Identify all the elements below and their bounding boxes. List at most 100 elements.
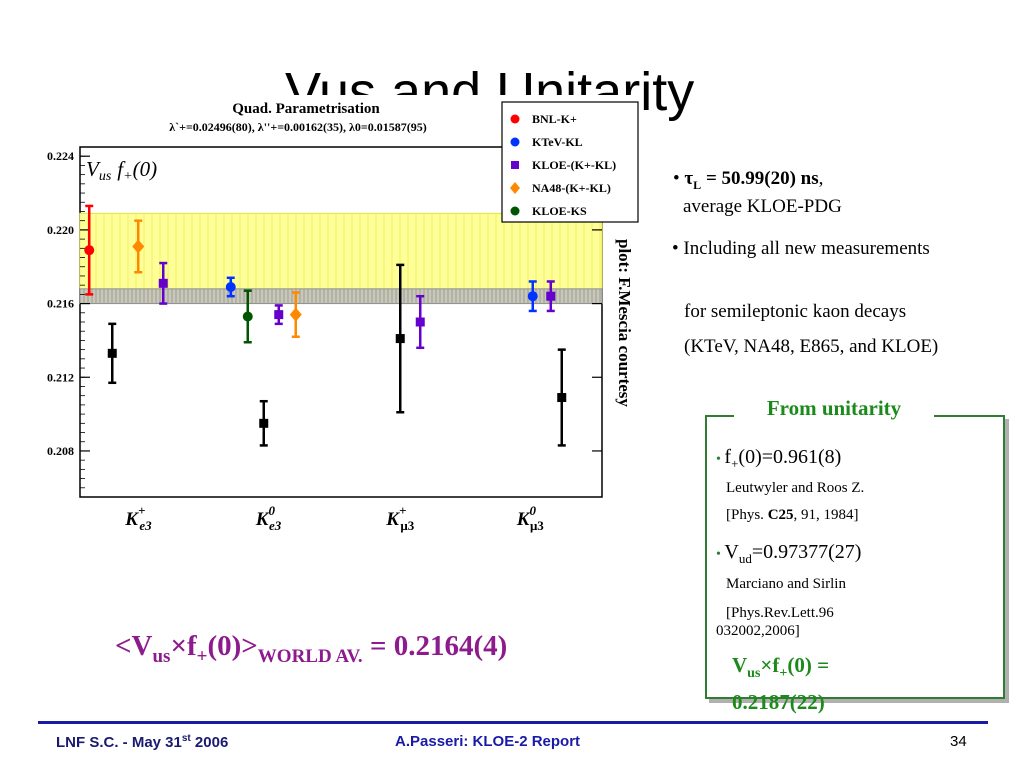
legend-marker-diamond — [510, 182, 520, 194]
vud-symbol: V — [724, 541, 739, 563]
category-label: K0 e3 — [255, 503, 282, 533]
bullet-tau: • τL = 50.99(20) ns, average KLOE-PDG — [673, 168, 1003, 218]
data-point — [242, 289, 253, 344]
y-tick-label: 0.224 — [47, 149, 74, 163]
tau-subscript: L — [693, 177, 702, 192]
including-line3: (KTeV, NA48, E865, and KLOE) — [684, 336, 939, 357]
square-marker — [415, 317, 425, 327]
bullet-dot: • — [673, 168, 685, 189]
bullet-dot: • — [672, 238, 684, 259]
ref1-pre: [Phys. — [726, 507, 768, 523]
world-average: <Vus×f+(0)>WORLD AV. = 0.2164(4) — [115, 630, 507, 668]
legend-label: KLOE-KS — [532, 204, 587, 218]
footer-left: LNF S.C. - May 31st 2006 — [56, 733, 228, 751]
wa-sub-us: us — [152, 645, 171, 667]
legend-marker-circle — [510, 137, 520, 147]
square-marker — [107, 348, 117, 358]
vud-sub: ud — [738, 551, 752, 566]
square-marker — [259, 418, 269, 428]
data-point — [259, 399, 269, 447]
footer-center: A.Passeri: KLOE-2 Report — [395, 733, 581, 750]
y-tick-label: 0.220 — [47, 223, 74, 237]
bullet-including: • Including all new measurements — [672, 238, 932, 260]
diamond-marker — [132, 239, 145, 254]
footer-rule — [38, 721, 988, 724]
legend-marker-circle — [510, 114, 520, 124]
y-tick-label: 0.216 — [47, 297, 74, 311]
wa-open: <V — [115, 630, 153, 662]
result-times-f: ×f — [760, 653, 780, 677]
ref2-authors: Marciano and Sirlin — [726, 576, 846, 592]
data-point — [289, 291, 302, 338]
tau-symbol: τ — [684, 168, 694, 189]
legend-box — [501, 101, 639, 223]
result-sub-us: us — [747, 666, 761, 682]
legend-label: KLOE-(K+-KL) — [532, 158, 616, 172]
tau-comma: , — [818, 168, 824, 189]
square-marker — [274, 310, 284, 320]
data-point — [107, 322, 117, 385]
wa-times-f: ×f — [170, 630, 197, 662]
footer-date-sup: st — [181, 733, 191, 744]
legend-marker-circle — [510, 206, 520, 216]
circle-marker — [225, 282, 236, 292]
plot-header-title: Quad. Parametrisation — [232, 101, 380, 117]
circle-marker — [527, 291, 538, 302]
wa-sub-label: WORLD AV. — [257, 645, 363, 667]
data-point — [527, 280, 538, 313]
y-axis-label: Vus f+(0) — [86, 157, 157, 184]
circle-marker — [242, 311, 253, 322]
ref1-journal: [Phys. C25, 91, 1984] — [726, 507, 859, 524]
ref2-year: 032002,2006] — [716, 623, 800, 639]
y-tick-label: 0.212 — [47, 370, 74, 384]
ref1-authors: Leutwyler and Roos Z. — [726, 480, 865, 496]
plot-credit: plot: F.Mescia courtesy — [615, 239, 634, 407]
vud-line: • Vud=0.97377(27) — [716, 541, 861, 567]
category-label: K+ e3 — [124, 503, 152, 533]
data-point — [395, 263, 405, 414]
f-plus-sub: + — [731, 456, 739, 471]
legend-label: KTeV-KL — [532, 135, 583, 149]
unitarity-band — [79, 212, 603, 295]
data-point — [546, 280, 556, 313]
square-marker — [557, 393, 567, 403]
f-plus-line: • f+(0)=0.961(8) — [716, 446, 841, 472]
diamond-marker — [289, 307, 302, 322]
f-plus-symbol: f — [724, 446, 732, 468]
data-point — [225, 276, 236, 298]
including-line2: for semileptonic kaon decays — [684, 301, 907, 322]
ref1-volume: C25 — [767, 507, 794, 523]
square-marker — [158, 278, 168, 288]
result-value: (0) = 0.2187(22) — [732, 653, 830, 715]
tau-value: = 50.99(20) ns — [701, 168, 819, 189]
bullet-dot: • — [716, 452, 725, 467]
ref1-post: , 91, 1984] — [793, 507, 859, 523]
footer-date-pre: LNF S.C. - May 31 — [56, 734, 182, 751]
bullet-dot: • — [716, 547, 725, 562]
vus-plot: Quad. Parametrisation λ`+=0.02496(80), λ… — [14, 95, 640, 543]
tau-note: average KLOE-PDG — [683, 195, 842, 217]
footer-date-post: 2006 — [190, 734, 229, 751]
unitarity-result: Vus×f+(0) = 0.2187(22) — [732, 651, 912, 716]
including-line1: Including all new measurements — [683, 238, 930, 259]
legend-label: NA48-(K+-KL) — [532, 181, 611, 195]
result-v: V — [732, 653, 748, 677]
y-tick-label: 0.208 — [47, 444, 74, 458]
data-point — [158, 261, 168, 305]
data-point — [415, 294, 425, 350]
category-label: K+ μ3 — [385, 503, 414, 533]
category-label: K0 μ3 — [516, 503, 545, 533]
wa-value: = 0.2164(4) — [362, 630, 508, 662]
unitarity-box — [705, 415, 1005, 699]
data-point — [557, 348, 567, 447]
wa-close: (0)> — [207, 630, 258, 662]
f-plus-value: (0)=0.961(8) — [738, 446, 842, 468]
plot-header-params: λ`+=0.02496(80), λ''+=0.00162(35), λ0=0.… — [169, 120, 427, 134]
data-point — [84, 204, 95, 296]
result-sub-plus: + — [779, 666, 788, 682]
legend-label: BNL-K+ — [532, 112, 577, 126]
unitarity-box-title: From unitarity — [734, 397, 934, 419]
circle-marker — [84, 245, 95, 256]
legend-marker-square — [511, 161, 519, 169]
data-point — [274, 304, 284, 326]
